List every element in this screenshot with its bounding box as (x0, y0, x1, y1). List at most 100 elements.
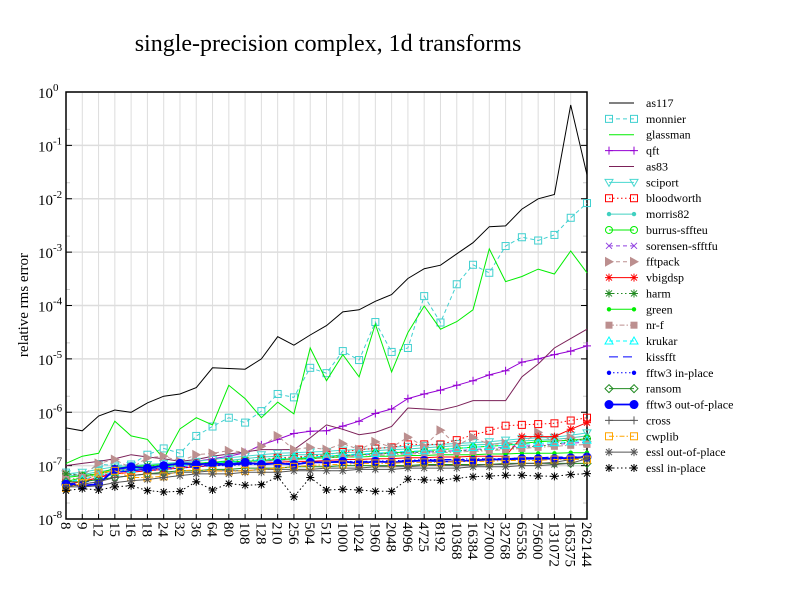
data-point (306, 466, 315, 475)
data-point (224, 413, 233, 422)
data-point (355, 417, 364, 426)
data-point (338, 466, 347, 475)
data-point (436, 425, 446, 436)
data-point (223, 454, 234, 463)
data-point (518, 444, 526, 452)
x-tick-label: 4096 (399, 522, 415, 553)
data-point (208, 469, 217, 478)
data-point (143, 475, 152, 484)
data-point (566, 347, 575, 356)
data-point (387, 487, 396, 496)
legend-marker (630, 416, 638, 425)
data-point (159, 473, 168, 482)
data-point (273, 472, 282, 481)
data-point (469, 472, 478, 481)
data-point (517, 358, 526, 367)
y-tick-label: 10-7 (38, 456, 63, 476)
data-point (436, 386, 445, 395)
y-tick-label: 10-8 (38, 509, 63, 529)
data-point (534, 432, 543, 441)
legend-item-harm: harm (605, 286, 671, 300)
x-tick-label: 128 (252, 522, 268, 545)
data-point (387, 442, 397, 453)
series-line (65, 459, 587, 489)
data-point (224, 469, 233, 478)
x-tick-label: 10368 (448, 522, 464, 560)
y-tick-label: 100 (38, 82, 59, 102)
data-point (257, 480, 266, 489)
data-point (436, 318, 445, 327)
legend-marker (604, 178, 614, 188)
data-point (403, 394, 412, 403)
y-tick-label: 10-5 (38, 349, 63, 369)
data-point (583, 469, 591, 478)
legend-label: glassman (646, 128, 691, 142)
data-point (306, 427, 315, 436)
data-point (110, 466, 119, 475)
y-tick-label: 10-4 (38, 296, 63, 316)
legend-item-as83: as83 (609, 159, 668, 173)
legend-marker (630, 464, 638, 473)
legend-marker (604, 400, 614, 410)
plot-frame (65, 91, 588, 520)
legend-marker (630, 194, 638, 203)
data-point (323, 454, 330, 462)
data-point (403, 442, 413, 452)
data-point (240, 457, 250, 467)
legend-item-fftw3-in-place: fftw3 in-place (606, 366, 713, 380)
legend-marker (629, 336, 639, 345)
legend-marker (630, 448, 638, 457)
data-point (192, 477, 201, 486)
x-tick-label: 1000 (334, 522, 350, 552)
data-point (355, 452, 363, 460)
data-point (386, 446, 397, 456)
data-point (337, 446, 348, 456)
data-point (371, 487, 380, 496)
y-tick-label: 10-3 (38, 242, 63, 262)
x-tick-label: 15 (106, 522, 122, 537)
legend-item-fftpack: fftpack (605, 255, 680, 269)
data-point (338, 438, 348, 449)
data-point (94, 458, 104, 469)
data-point (208, 485, 217, 494)
data-point (452, 474, 461, 483)
legend-label: bloodworth (646, 191, 701, 205)
data-point (272, 449, 283, 459)
data-point (566, 459, 575, 468)
x-tick-label: 2048 (383, 522, 399, 552)
x-tick-label: 16 (122, 522, 138, 538)
series-fftw3-out-of-place (61, 452, 592, 491)
data-point (501, 366, 510, 375)
data-point (420, 292, 429, 301)
data-point (534, 471, 543, 480)
data-point (484, 441, 495, 450)
data-point (436, 464, 445, 473)
data-point (94, 481, 103, 490)
data-point (566, 458, 576, 469)
x-tick-label: 8 (57, 522, 73, 530)
data-point (370, 448, 381, 457)
data-point (485, 447, 493, 455)
data-point (224, 445, 234, 456)
data-point (550, 350, 559, 359)
legend-item-sciport: sciport (604, 175, 679, 189)
data-point (583, 440, 591, 448)
data-point (371, 409, 380, 418)
data-point (533, 438, 544, 447)
x-tick-label: 32 (171, 522, 187, 537)
data-point (354, 458, 364, 468)
series-line (65, 247, 588, 464)
legend-marker (630, 321, 638, 329)
series-essl-in-place (62, 469, 591, 501)
legend-marker (605, 448, 613, 457)
data-point (159, 444, 168, 453)
legend-marker (605, 289, 613, 298)
legend-marker (631, 307, 637, 312)
data-point (93, 465, 104, 475)
data-point (550, 432, 559, 441)
data-point (387, 465, 396, 474)
data-point (501, 471, 510, 480)
data-point (550, 442, 558, 450)
chart-title: single-precision complex, 1d transforms (135, 31, 522, 57)
